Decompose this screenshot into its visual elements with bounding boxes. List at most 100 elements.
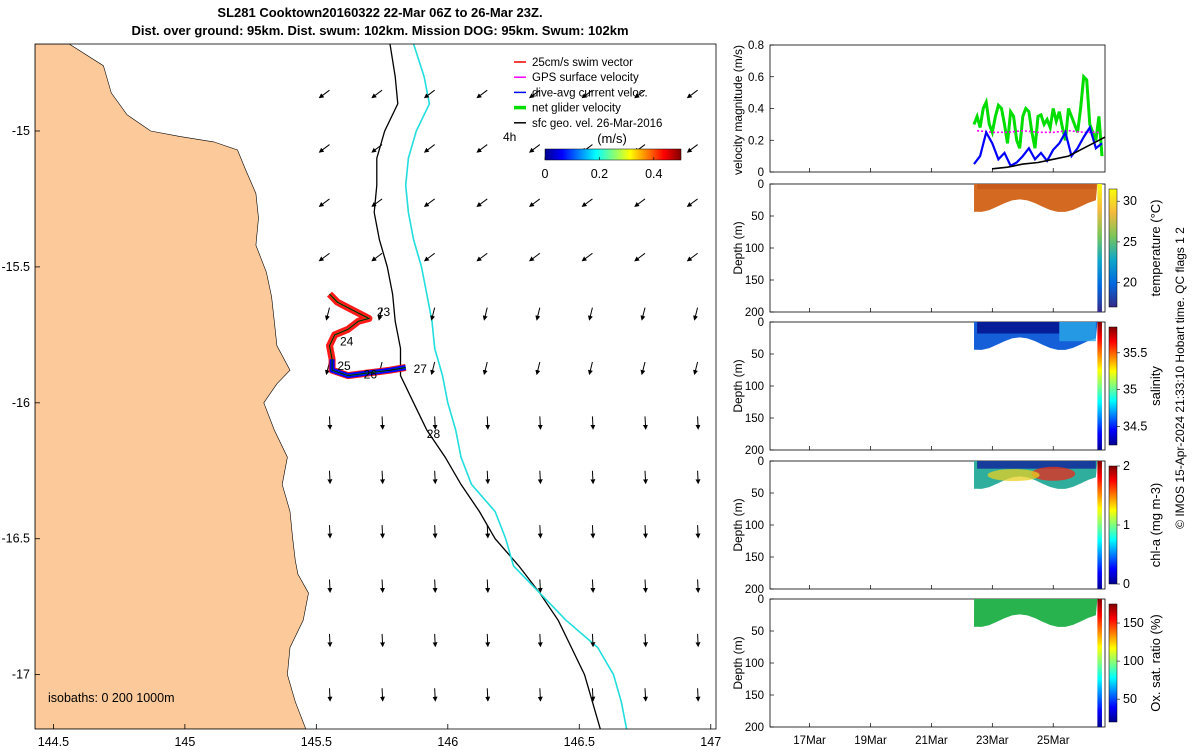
map-y-ticks: -15 -15.5 -16 -16.5 -17 xyxy=(2,124,40,682)
heatmap-profile-column xyxy=(1097,322,1102,450)
heatmap-profile-column xyxy=(1097,184,1102,312)
current-arrow xyxy=(590,579,596,593)
current-arrow xyxy=(686,144,698,153)
legend-entry: sfc geo. vel. 26-Mar-2016 xyxy=(532,118,662,130)
current-arrow xyxy=(695,416,701,430)
heatmap-y-tick-label: 0 xyxy=(758,594,764,606)
current-arrow xyxy=(485,416,491,430)
legend-entry: dive-avg current veloc. xyxy=(532,87,648,99)
heatmap-data-block xyxy=(974,599,1098,627)
current-arrow xyxy=(371,144,383,153)
map-y-tick-label: -17 xyxy=(12,668,30,682)
current-arrow xyxy=(485,579,491,593)
velocity-series-line xyxy=(977,129,1099,134)
heatmap-y-tick-label: 50 xyxy=(751,349,764,361)
current-arrow xyxy=(432,579,438,593)
current-arrow xyxy=(432,416,438,430)
heatmap-colorbar-tick-label: 34.5 xyxy=(1123,420,1147,434)
colorbar-tick-label: 0 xyxy=(542,167,549,181)
time-x-tick-label: 23Mar xyxy=(976,735,1009,747)
current-arrow xyxy=(327,416,333,430)
current-arrow xyxy=(318,89,330,99)
heatmap-y-label: Depth (m) xyxy=(731,359,745,412)
current-arrow xyxy=(535,361,541,376)
current-arrow xyxy=(423,144,435,153)
time-x-tick-label: 19Mar xyxy=(854,735,887,747)
map-x-tick-label: 145.5 xyxy=(301,735,332,749)
heatmap-colorbar xyxy=(1108,326,1118,446)
current-arrow xyxy=(482,307,488,321)
heatmap-data-patch xyxy=(1059,322,1096,342)
heatmap-y-tick-label: 0 xyxy=(758,179,764,191)
heatmap-y-tick-label: 50 xyxy=(751,488,764,500)
current-arrow xyxy=(430,307,436,321)
current-arrow xyxy=(528,144,541,153)
current-arrow xyxy=(590,633,596,648)
heatmap-y-tick-label: 100 xyxy=(745,658,764,670)
current-arrow xyxy=(642,633,648,648)
heatmap-colorbar-tick-label: 2 xyxy=(1123,459,1130,473)
heatmap-y-tick-label: 150 xyxy=(745,552,764,564)
heatmap-colorbar-tick-label: 35 xyxy=(1123,383,1137,397)
current-arrow xyxy=(695,688,701,702)
heatmap-y-label: Depth (m) xyxy=(731,498,745,551)
temperature-panel: 0 50 100 150 200 Depth (m) 20 25 30 temperature (… xyxy=(731,179,1163,319)
current-arrow xyxy=(535,307,541,321)
current-arrow xyxy=(485,688,491,702)
chart-title: SL281 Cooktown20160322 22-Mar 06Z to 26-… xyxy=(217,5,543,20)
heatmap-data-patch xyxy=(977,322,1060,334)
current-arrow xyxy=(379,416,385,430)
current-arrow xyxy=(371,252,383,262)
current-arrow xyxy=(379,470,385,485)
velocity-y-tick-label: 0.6 xyxy=(748,72,764,84)
current-arrow xyxy=(528,89,541,99)
current-arrow xyxy=(537,633,543,648)
day-label: 24 xyxy=(340,335,354,349)
current-arrow xyxy=(693,361,699,376)
current-arrow xyxy=(581,252,593,262)
current-arrow xyxy=(327,579,333,593)
map-y-tick-label: -15.5 xyxy=(2,260,31,274)
current-arrow xyxy=(537,579,543,593)
heatmap-y-tick-label: 200 xyxy=(745,722,764,734)
current-arrow xyxy=(537,416,543,430)
current-arrow xyxy=(432,525,438,539)
current-arrow xyxy=(327,633,333,648)
heatmap-colorbar-tick-label: 100 xyxy=(1123,654,1144,668)
current-arrow xyxy=(587,361,593,376)
heatmap-y-tick-label: 100 xyxy=(745,381,764,393)
speed-colorbar xyxy=(544,148,682,161)
credit-text: © IMOS 15-Apr-2024 21:33:10 Hobart time.… xyxy=(1173,227,1187,529)
legend-tag: 4h xyxy=(503,130,516,144)
chlorophyll-panel: 0 50 100 150 200 Depth (m) 0 1 2 chl-a (mg m-3) xyxy=(731,456,1163,596)
heatmap-colorbar-tick-label: 35.5 xyxy=(1123,346,1147,360)
heatmap-colorbar-tick-label: 20 xyxy=(1123,276,1137,290)
current-arrow xyxy=(528,252,541,262)
current-arrow xyxy=(379,579,385,593)
heatmap-colorbar-label: Ox. sat. ratio (%) xyxy=(1148,614,1163,712)
current-arrow xyxy=(371,198,383,207)
current-arrow xyxy=(642,688,648,702)
heatmap-y-tick-label: 200 xyxy=(745,307,764,319)
current-arrow xyxy=(371,89,383,99)
current-arrow xyxy=(432,633,438,648)
current-arrow xyxy=(318,144,330,153)
heatmap-y-tick-label: 100 xyxy=(745,520,764,532)
coastline-land xyxy=(35,44,309,729)
current-arrow xyxy=(686,89,698,99)
current-arrow xyxy=(634,198,646,207)
heatmap-data-patch xyxy=(977,461,1096,469)
current-arrow xyxy=(476,89,488,99)
time-x-tick-label: 25Mar xyxy=(1037,735,1070,747)
heatmap-y-label: Depth (m) xyxy=(731,221,745,274)
day-label: 26 xyxy=(364,367,378,381)
current-arrow xyxy=(476,144,488,153)
current-arrow xyxy=(686,198,698,207)
day-labels: 23 24 25 26 27 28 xyxy=(337,305,440,441)
heatmap-y-tick-label: 0 xyxy=(758,317,764,329)
current-arrow xyxy=(590,470,596,485)
isobath-1000m xyxy=(404,44,628,729)
